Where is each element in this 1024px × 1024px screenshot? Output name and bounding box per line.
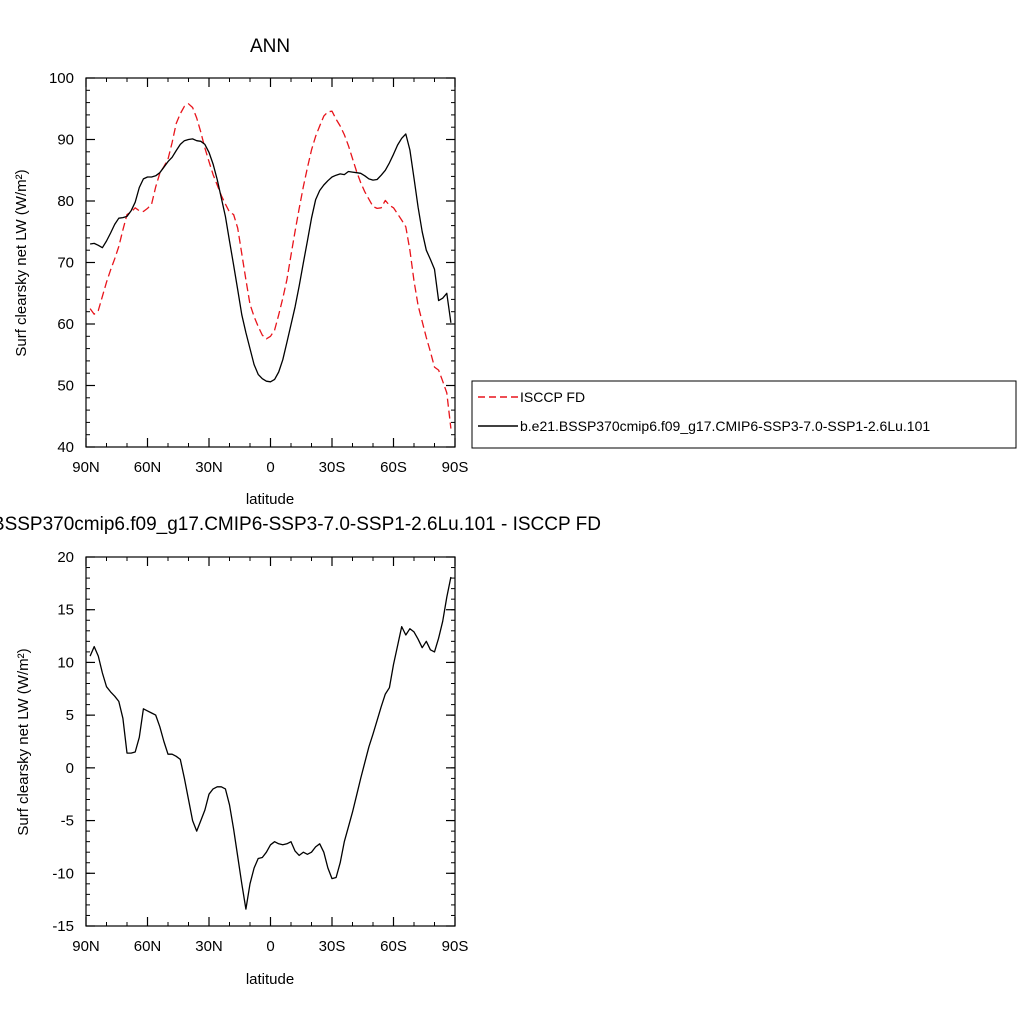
bottom-x-tick-label: 0	[266, 938, 274, 955]
bottom-x-tick-label: 90N	[72, 938, 100, 955]
bottom-chart-title: b.e21.BSSP370cmip6.f09_g17.CMIP6-SSP3-7.…	[0, 514, 601, 535]
legend-box	[471, 380, 1017, 449]
bottom-y-axis-label-unit: (W/m²)	[15, 648, 32, 694]
bottom-y-tick-label: -5	[61, 813, 74, 830]
bottom-plot-area: 90N 60N 30N 0 30S 60S 90S -15 -10 -5 0 5 10 15 20	[52, 549, 468, 955]
top-x-tick-label: 30S	[319, 459, 346, 476]
bottom-x-tick-label: 30N	[195, 938, 223, 955]
top-chart: ANN 90N 60N 30N 0 30S 60S 90S 40 50 60 70 80 90 100 l…	[13, 36, 1017, 508]
top-y-tick-label: 50	[57, 378, 74, 395]
bottom-chart: b.e21.BSSP370cmip6.f09_g17.CMIP6-SSP3-7.…	[0, 514, 601, 988]
bottom-y-tick-label: 10	[57, 654, 74, 671]
legend-label-isccp: ISCCP FD	[520, 389, 585, 405]
top-x-tick-label: 0	[266, 459, 274, 476]
bottom-plot-frame	[85, 556, 456, 927]
top-x-tick-label: 60N	[134, 459, 162, 476]
top-legend: ISCCP FD b.e21.BSSP370cmip6.f09_g17.CMIP…	[471, 380, 1017, 449]
bottom-series-line-model	[89, 576, 452, 910]
top-y-tick-label: 70	[57, 255, 74, 272]
top-y-tick-label: 60	[57, 316, 74, 333]
top-y-tick-label: 90	[57, 132, 74, 149]
top-plot-frame	[85, 77, 456, 448]
bottom-y-tick-label: 20	[57, 549, 74, 566]
top-x-tick-label: 30N	[195, 459, 223, 476]
top-chart-title: ANN	[250, 36, 290, 57]
top-x-axis-label: latitude	[246, 491, 294, 508]
bottom-y-axis-label: Surf clearsky net LW (W/m²)	[15, 648, 32, 835]
top-y-tick-label: 80	[57, 193, 74, 210]
bottom-y-tick-label: -10	[52, 865, 74, 882]
bottom-x-axis-label: latitude	[246, 971, 294, 988]
top-y-tick-label: 40	[57, 439, 74, 456]
top-series-line-model	[90, 133, 452, 383]
bottom-y-tick-label: 0	[66, 760, 74, 777]
bottom-x-tick-label: 90S	[442, 938, 469, 955]
bottom-x-tick-label: 30S	[319, 938, 346, 955]
top-plot-area: 90N 60N 30N 0 30S 60S 90S 40 50 60 70 80 90 100	[49, 70, 468, 476]
top-y-tick-label: 100	[49, 70, 74, 87]
bottom-x-tick-label: 60N	[134, 938, 162, 955]
top-x-tick-label: 90S	[442, 459, 469, 476]
bottom-y-axis-label-text: Surf clearsky net LW	[15, 698, 32, 836]
legend-label-model: b.e21.BSSP370cmip6.f09_g17.CMIP6-SSP3-7.…	[520, 418, 930, 434]
bottom-y-tick-label: 5	[66, 707, 74, 724]
bottom-x-tick-label: 60S	[380, 938, 407, 955]
top-x-tick-label: 60S	[380, 459, 407, 476]
bottom-y-tick-label: -15	[52, 918, 74, 935]
top-x-tick-label: 90N	[72, 459, 100, 476]
top-y-axis-label-unit: (W/m²)	[13, 169, 30, 215]
top-y-axis-label: Surf clearsky net LW (W/m²)	[13, 169, 30, 356]
top-y-axis-label-text: Surf clearsky net LW	[13, 219, 30, 357]
bottom-y-tick-label: 15	[57, 602, 74, 619]
top-series-line-isccp	[89, 103, 452, 429]
